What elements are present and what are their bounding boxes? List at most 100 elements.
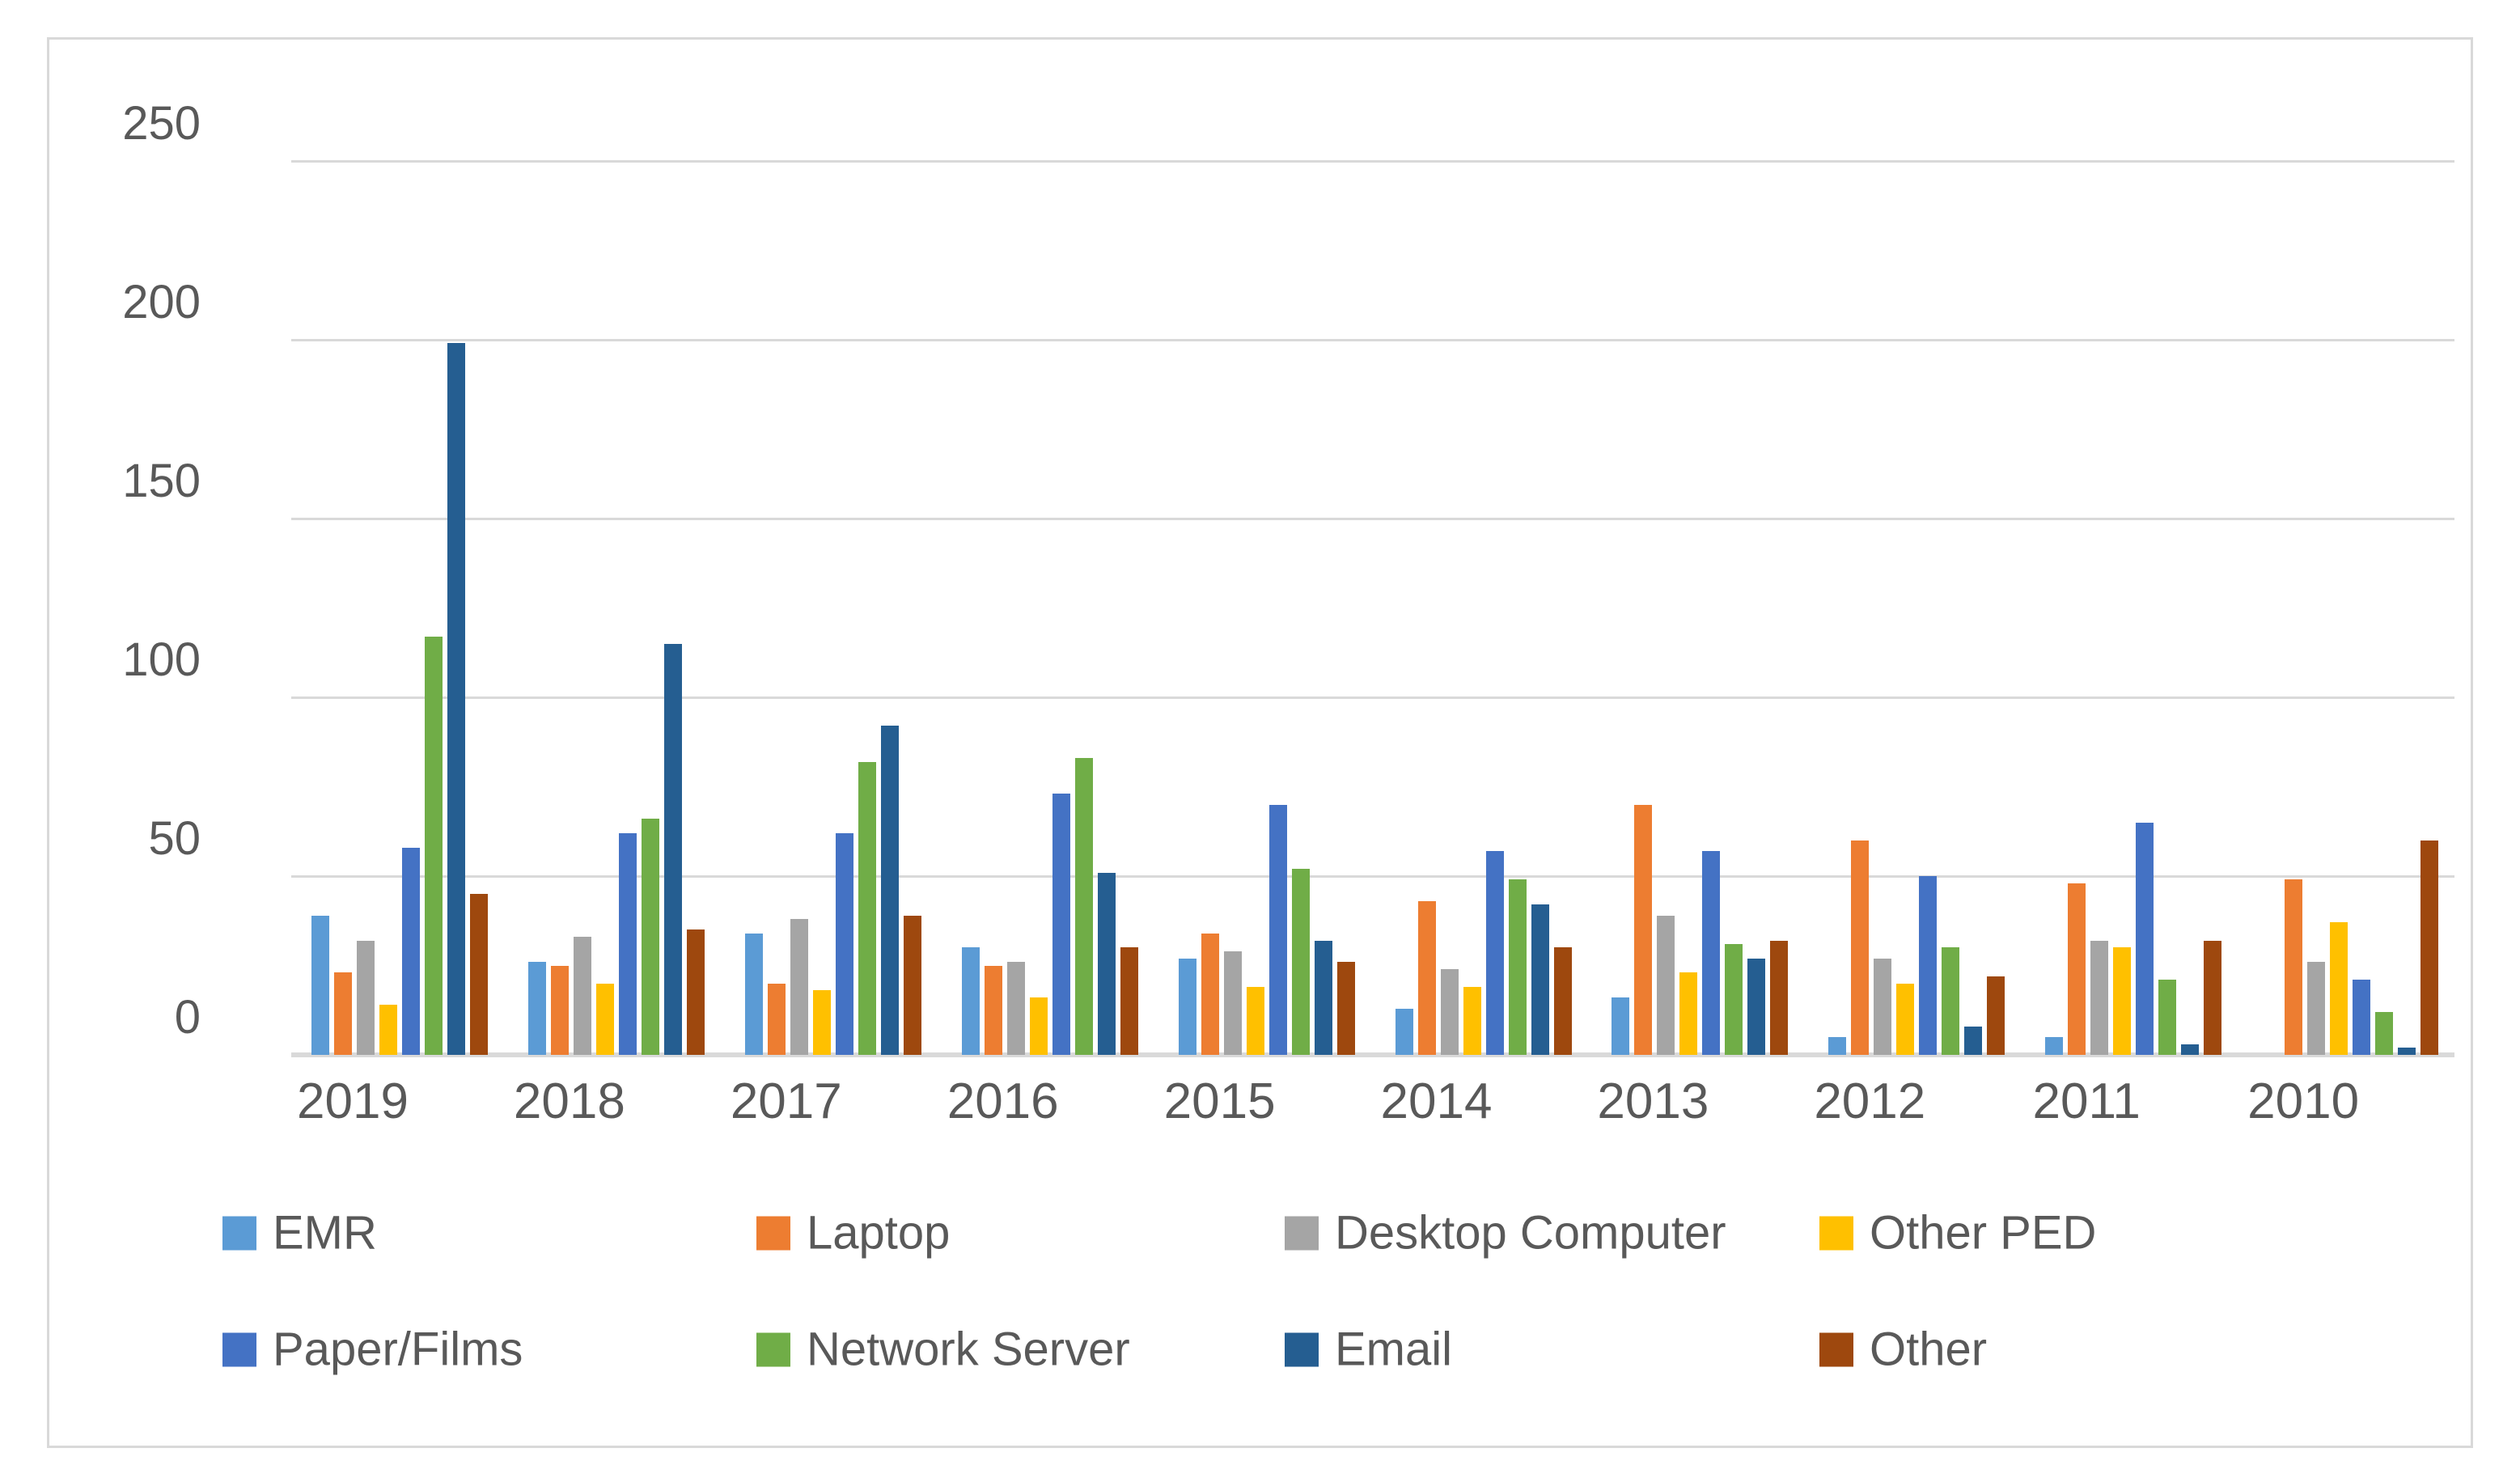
- y-tick-label: 150: [122, 455, 201, 507]
- bar-desktop-computer-2011: [2090, 940, 2109, 1055]
- bar-emr-2019: [311, 915, 329, 1055]
- bar-paper-films-2013: [1702, 851, 1721, 1055]
- bar-laptop-2019: [334, 972, 352, 1055]
- legend-item-laptop: Laptop: [756, 1206, 950, 1260]
- y-tick-label: 250: [122, 97, 201, 150]
- legend-swatch-icon: [1819, 1216, 1853, 1250]
- x-tick-label: 2019: [297, 1073, 409, 1129]
- bar-email-2018: [663, 643, 682, 1055]
- bar-desktop-computer-2012: [1874, 958, 1892, 1055]
- legend-swatch-icon: [1285, 1216, 1319, 1250]
- bar-email-2015: [1314, 940, 1332, 1055]
- bar-other-2013: [1770, 940, 1789, 1055]
- legend-swatch-icon: [222, 1216, 256, 1250]
- bar-emr-2012: [1828, 1036, 1847, 1055]
- legend-item-emr: EMR: [222, 1206, 377, 1260]
- bar-other-ped-2018: [595, 983, 614, 1055]
- bar-other-2019: [470, 894, 488, 1055]
- legend-label: Email: [1335, 1323, 1453, 1376]
- bar-emr-2015: [1178, 958, 1196, 1055]
- bar-other-ped-2015: [1246, 987, 1264, 1055]
- x-tick-label: 2015: [1163, 1073, 1276, 1129]
- legend-label: Paper/Films: [273, 1323, 523, 1376]
- bar-email-2013: [1747, 958, 1766, 1055]
- bar-laptop-2016: [984, 965, 1002, 1055]
- x-tick-label: 2010: [2247, 1073, 2360, 1129]
- legend-label: Desktop Computer: [1335, 1206, 1726, 1260]
- bar-email-2011: [2181, 1044, 2200, 1055]
- legend-item-desktop-computer: Desktop Computer: [1285, 1206, 1726, 1260]
- bar-network-server-2015: [1291, 869, 1310, 1055]
- bar-desktop-computer-2019: [357, 940, 375, 1055]
- bar-network-server-2017: [858, 761, 876, 1055]
- bar-network-server-2014: [1508, 879, 1527, 1055]
- bar-email-2016: [1097, 872, 1116, 1055]
- bar-email-2014: [1531, 904, 1549, 1055]
- bar-other-ped-2012: [1896, 983, 1915, 1055]
- bar-laptop-2015: [1201, 933, 1219, 1055]
- bar-network-server-2012: [1942, 947, 1960, 1055]
- bar-other-ped-2019: [379, 1005, 397, 1055]
- x-axis-line: [291, 1052, 2454, 1057]
- bar-laptop-2017: [767, 983, 786, 1055]
- bar-network-server-2013: [1725, 943, 1743, 1055]
- bar-laptop-2011: [2068, 883, 2086, 1055]
- bar-paper-films-2012: [1919, 876, 1938, 1055]
- legend-swatch-icon: [222, 1332, 256, 1366]
- bar-other-ped-2013: [1679, 972, 1698, 1055]
- bar-email-2010: [2398, 1048, 2416, 1055]
- bar-desktop-computer-2016: [1006, 962, 1025, 1055]
- bar-email-2012: [1964, 1026, 1983, 1055]
- gridline: [291, 874, 2454, 878]
- bar-desktop-computer-2017: [790, 919, 808, 1055]
- bar-laptop-2012: [1851, 840, 1870, 1055]
- x-tick-label: 2012: [1814, 1073, 1926, 1129]
- bar-emr-2011: [2045, 1036, 2064, 1055]
- bar-network-server-2019: [425, 636, 443, 1055]
- bar-network-server-2018: [641, 819, 659, 1055]
- bar-other-2012: [1987, 976, 2005, 1055]
- bar-laptop-2010: [2285, 879, 2303, 1055]
- y-tick-label: 50: [148, 812, 201, 865]
- bar-other-ped-2016: [1029, 997, 1048, 1055]
- bar-desktop-computer-2014: [1440, 968, 1459, 1055]
- bar-other-2010: [2420, 840, 2439, 1055]
- x-tick-label: 2014: [1380, 1073, 1493, 1129]
- bar-paper-films-2011: [2136, 822, 2154, 1055]
- bar-paper-films-2019: [402, 847, 420, 1055]
- plot-area: [291, 159, 2454, 1057]
- x-tick-label: 2018: [513, 1073, 625, 1129]
- legend-swatch-icon: [756, 1216, 790, 1250]
- bar-laptop-2014: [1417, 900, 1436, 1055]
- bar-other-2018: [686, 929, 705, 1055]
- legend-label: EMR: [273, 1206, 377, 1260]
- legend-label: Other PED: [1870, 1206, 2097, 1260]
- y-tick-label: 200: [122, 276, 201, 328]
- bar-other-ped-2010: [2330, 922, 2348, 1055]
- chart-frame: 0 50 100 150 200 250 2019 2018 2017 2016 2015 2014…: [47, 37, 2473, 1448]
- bar-paper-films-2014: [1485, 851, 1504, 1055]
- bar-laptop-2018: [550, 965, 569, 1055]
- legend-item-other-ped: Other PED: [1819, 1206, 2096, 1260]
- bar-paper-films-2016: [1052, 794, 1070, 1055]
- gridline: [291, 517, 2454, 520]
- bar-emr-2017: [744, 933, 763, 1055]
- legend-swatch-icon: [1819, 1332, 1853, 1366]
- y-tick-label: 100: [122, 633, 201, 686]
- bar-paper-films-2017: [835, 832, 853, 1055]
- bar-emr-2016: [961, 947, 980, 1055]
- bar-desktop-computer-2013: [1657, 915, 1675, 1055]
- bar-desktop-computer-2015: [1223, 951, 1242, 1055]
- legend-item-paper-films: Paper/Films: [222, 1323, 523, 1377]
- bar-network-server-2010: [2375, 1011, 2394, 1055]
- bar-other-ped-2014: [1463, 987, 1481, 1055]
- bar-paper-films-2010: [2353, 980, 2371, 1055]
- bar-network-server-2011: [2158, 980, 2177, 1055]
- bar-other-2015: [1336, 962, 1355, 1055]
- bar-paper-films-2015: [1268, 804, 1287, 1055]
- bar-emr-2014: [1395, 1008, 1413, 1055]
- x-tick-label: 2016: [947, 1073, 1059, 1129]
- bar-other-2016: [1120, 947, 1138, 1055]
- legend-item-other: Other: [1819, 1323, 1987, 1377]
